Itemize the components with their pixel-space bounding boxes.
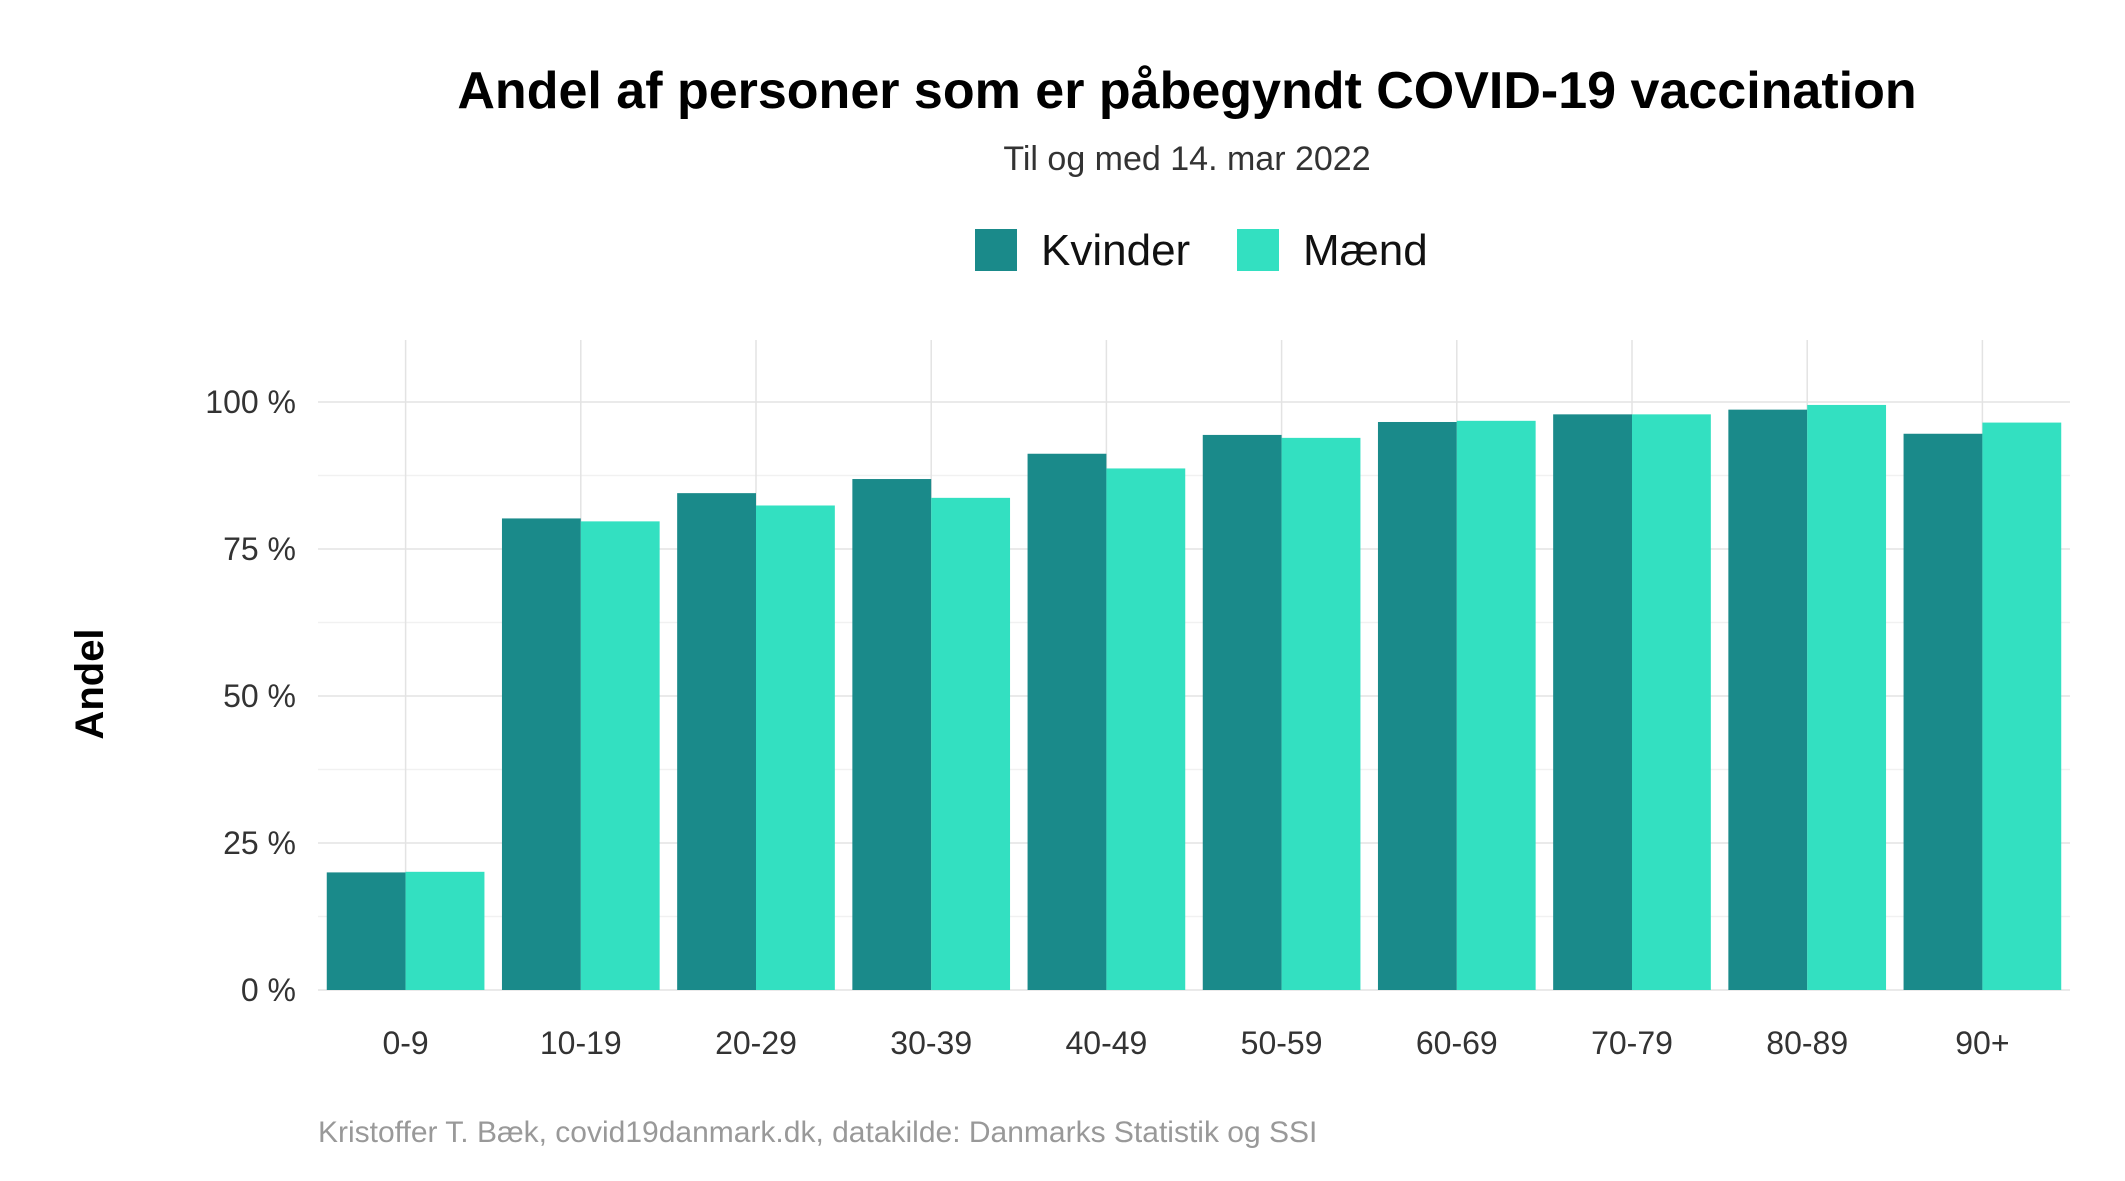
x-tick-label: 10-19 <box>540 1025 622 1061</box>
x-tick-label: 70-79 <box>1591 1025 1673 1061</box>
bar-mænd-50-59 <box>1281 437 1361 990</box>
legend-label-mænd: Mænd <box>1303 226 1428 275</box>
bar-mænd-20-29 <box>756 505 835 990</box>
bar-kvinder-80-89 <box>1728 409 1808 990</box>
bar-kvinder-40-49 <box>1027 453 1107 990</box>
bar-kvinder-30-39 <box>852 479 932 990</box>
x-tick-label: 90+ <box>1955 1025 2009 1061</box>
bar-kvinder-70-79 <box>1553 414 1632 990</box>
bar-mænd-30-39 <box>931 497 1011 990</box>
bar-mænd-40-49 <box>1106 468 1186 991</box>
legend-swatch-kvinder <box>975 229 1017 271</box>
y-axis-ticks: 0 % 25 % 50 % 75 % 100 % <box>205 384 296 1008</box>
x-tick-label: 20-29 <box>715 1025 797 1061</box>
x-tick-label: 40-49 <box>1065 1025 1147 1061</box>
x-tick-label: 0-9 <box>382 1025 428 1061</box>
x-axis-ticks: 0-9 10-19 20-29 30-39 40-49 50-59 60-69 70-79 80… <box>382 1025 2009 1061</box>
bar-mænd-60-69 <box>1456 420 1536 990</box>
bar-mænd-90+ <box>1982 422 2062 991</box>
bar-mænd-0-9 <box>405 871 485 990</box>
bar-mænd-10-19 <box>580 521 660 990</box>
y-axis-label: Andel <box>68 628 112 739</box>
x-tick-label: 30-39 <box>890 1025 972 1061</box>
bar-mænd-70-79 <box>1632 414 1711 990</box>
legend: Kvinder Mænd <box>975 226 1428 275</box>
x-tick-label: 60-69 <box>1416 1025 1498 1061</box>
bar-mænd-80-89 <box>1807 404 1887 990</box>
y-tick-label: 100 % <box>205 384 296 420</box>
bar-kvinder-90+ <box>1903 433 1983 990</box>
legend-swatch-mænd <box>1237 229 1279 271</box>
chart-subtitle: Til og med 14. mar 2022 <box>1003 140 1370 178</box>
y-tick-label: 50 % <box>223 678 296 714</box>
bar-kvinder-0-9 <box>326 872 406 990</box>
bar-kvinder-50-59 <box>1202 434 1282 991</box>
legend-label-kvinder: Kvinder <box>1041 226 1190 275</box>
chart-caption: Kristoffer T. Bæk, covid19danmark.dk, da… <box>318 1116 1317 1149</box>
bar-kvinder-20-29 <box>677 493 756 990</box>
x-tick-label: 80-89 <box>1766 1025 1848 1061</box>
x-tick-label: 50-59 <box>1241 1025 1323 1061</box>
y-tick-label: 25 % <box>223 825 296 861</box>
y-tick-label: 0 % <box>241 972 296 1008</box>
chart-title: Andel af personer som er påbegyndt COVID… <box>457 62 1916 120</box>
y-tick-label: 75 % <box>223 531 296 567</box>
bar-kvinder-10-19 <box>501 518 581 990</box>
bars <box>326 404 2062 991</box>
bar-kvinder-60-69 <box>1377 421 1457 990</box>
